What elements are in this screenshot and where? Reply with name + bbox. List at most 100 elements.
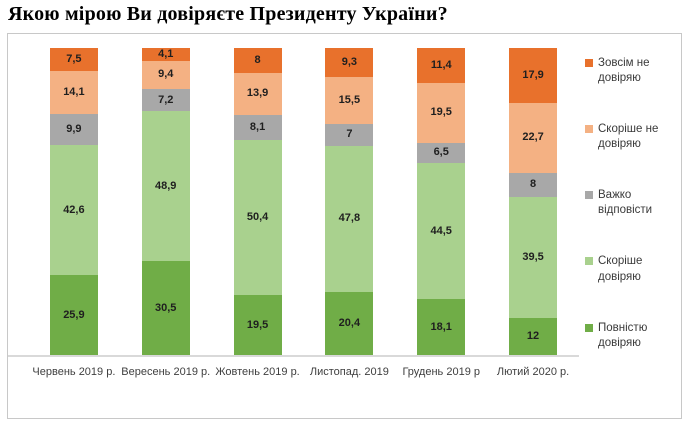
data-label: 44,5 xyxy=(430,224,452,237)
plot-column: 7,5 14,1 9,9 42,6 25,9 4,1 9,4 7,2 48,9 30,5 8 13,9… xyxy=(8,48,579,378)
bar-cell: 9,3 15,5 7 47,8 20,4 xyxy=(303,48,395,355)
bar-segment: 48,9 xyxy=(141,111,190,262)
data-label: 9,4 xyxy=(158,68,174,81)
chart-frame: 7,5 14,1 9,9 42,6 25,9 4,1 9,4 7,2 48,9 30,5 8 13,9… xyxy=(7,33,682,419)
category-label: Листопад. 2019 xyxy=(309,366,389,378)
data-label: 4,1 xyxy=(158,47,174,60)
bar-segment: 25,9 xyxy=(49,275,98,355)
data-label: 48,9 xyxy=(155,179,177,192)
category-label: Жовтень 2019 р. xyxy=(215,366,300,378)
data-label: 7,2 xyxy=(158,93,174,106)
bar-segment: 8,1 xyxy=(233,115,282,141)
data-label: 9,9 xyxy=(66,122,82,135)
bar-segment: 20,4 xyxy=(325,292,374,355)
bar-segment: 19,5 xyxy=(417,82,466,143)
stacked-bar-3: 8 13,9 8,1 50,4 19,5 xyxy=(233,48,282,355)
bar-segment: 14,1 xyxy=(49,71,98,115)
data-label: 25,9 xyxy=(63,308,85,321)
data-label: 6,5 xyxy=(433,146,449,159)
data-label: 11,4 xyxy=(430,58,452,71)
data-label: 30,5 xyxy=(155,301,177,314)
data-label: 12 xyxy=(526,330,540,343)
legend-item: Зовсім не довіряю xyxy=(585,56,679,86)
bar-segment: 15,5 xyxy=(325,76,374,125)
plot-area: 7,5 14,1 9,9 42,6 25,9 4,1 9,4 7,2 48,9 30,5 8 13,9… xyxy=(8,48,579,357)
bar-segment: 6,5 xyxy=(417,142,466,163)
bar-segment: 17,9 xyxy=(509,48,558,103)
stacked-bar-5: 11,4 19,5 6,5 44,5 18,1 xyxy=(417,48,466,355)
legend-label: Скоріше не довіряю xyxy=(598,123,659,151)
data-label: 14,1 xyxy=(63,86,85,99)
data-label: 42,6 xyxy=(63,203,85,216)
data-label: 39,5 xyxy=(522,251,544,264)
bar-segment: 8 xyxy=(233,48,282,73)
legend: Зовсім не довіряю Скоріше не довіряю Важко… xyxy=(579,48,681,357)
bar-segment: 42,6 xyxy=(49,144,98,276)
data-label: 15,5 xyxy=(338,93,361,106)
legend-label: Зовсім не довіряю xyxy=(598,57,650,85)
bar-cell: 8 13,9 8,1 50,4 19,5 xyxy=(212,48,304,355)
category-label: Грудень 2019 р xyxy=(402,366,480,378)
data-label: 47,8 xyxy=(338,212,361,225)
data-label: 8 xyxy=(254,53,261,66)
bar-segment: 7,2 xyxy=(141,89,190,112)
x-axis-labels: Червень 2019 р. Вересень 2019 р. Жовтень 2… xyxy=(8,366,579,378)
data-label: 19,5 xyxy=(430,106,452,119)
bar-segment: 9,9 xyxy=(49,114,98,145)
category-label: Лютий 2020 р. xyxy=(496,366,570,378)
bar-segment: 47,8 xyxy=(325,145,374,293)
chart-title: Якою мірою Ви довіряєте Президенту Украї… xyxy=(8,3,448,25)
legend-swatch-icon xyxy=(585,323,593,332)
bar-cell: 4,1 9,4 7,2 48,9 30,5 xyxy=(120,48,212,355)
bar-segment: 4,1 xyxy=(141,47,190,61)
bar-cell: 17,9 22,7 8 39,5 12 xyxy=(487,48,579,355)
data-label: 22,7 xyxy=(522,131,544,144)
legend-label: Повністю довіряю xyxy=(598,321,648,349)
bar-segment: 19,5 xyxy=(233,295,282,355)
data-label: 7 xyxy=(346,128,353,141)
legend-swatch-icon xyxy=(585,59,593,67)
legend-label: Скоріше довіряю xyxy=(598,255,643,283)
data-label: 18,1 xyxy=(430,320,452,333)
bar-segment: 9,3 xyxy=(325,48,374,77)
legend-item: Скоріше не довіряю xyxy=(585,122,679,152)
bar-segment: 12 xyxy=(509,318,558,355)
bar-segment: 7,5 xyxy=(49,48,98,72)
data-label: 17,9 xyxy=(522,68,544,81)
bar-cell: 7,5 14,1 9,9 42,6 25,9 xyxy=(28,48,120,355)
stacked-bar-4: 9,3 15,5 7 47,8 20,4 xyxy=(325,48,374,355)
bar-segment: 50,4 xyxy=(233,140,282,296)
bar-segment: 7 xyxy=(325,124,374,146)
bar-segment: 8 xyxy=(509,172,558,198)
bar-segment: 44,5 xyxy=(417,162,466,300)
bar-segment: 22,7 xyxy=(509,102,558,173)
data-label: 19,5 xyxy=(246,318,269,331)
legend-item: Важко відповісти xyxy=(585,188,679,218)
data-label: 7,5 xyxy=(66,53,82,65)
bar-segment: 39,5 xyxy=(509,197,558,319)
stacked-bar-6: 17,9 22,7 8 39,5 12 xyxy=(509,48,558,355)
data-label: 13,9 xyxy=(246,87,269,100)
bar-segment: 30,5 xyxy=(141,261,190,355)
legend-item: Повністю довіряю xyxy=(585,321,679,351)
data-label: 50,4 xyxy=(246,211,269,224)
legend-swatch-icon xyxy=(585,125,593,134)
data-label: 9,3 xyxy=(341,55,358,68)
bar-segment: 11,4 xyxy=(417,48,466,83)
category-label: Вересень 2019 р. xyxy=(121,366,211,378)
category-label: Червень 2019 р. xyxy=(32,366,116,378)
chart-body: 7,5 14,1 9,9 42,6 25,9 4,1 9,4 7,2 48,9 30,5 8 13,9… xyxy=(8,48,681,378)
legend-item: Скоріше довіряю xyxy=(585,254,679,284)
data-label: 8 xyxy=(529,178,537,191)
bar-segment: 13,9 xyxy=(233,72,282,116)
bar-segment: 9,4 xyxy=(141,60,190,90)
legend-swatch-icon xyxy=(585,257,593,266)
legend-label: Важко відповісти xyxy=(598,189,653,217)
stacked-bar-2: 4,1 9,4 7,2 48,9 30,5 xyxy=(141,47,190,355)
data-label: 8,1 xyxy=(249,121,266,134)
bar-cell: 11,4 19,5 6,5 44,5 18,1 xyxy=(395,48,487,355)
legend-swatch-icon xyxy=(585,191,593,200)
stacked-bar-1: 7,5 14,1 9,9 42,6 25,9 xyxy=(49,48,98,355)
data-label: 20,4 xyxy=(338,317,361,330)
